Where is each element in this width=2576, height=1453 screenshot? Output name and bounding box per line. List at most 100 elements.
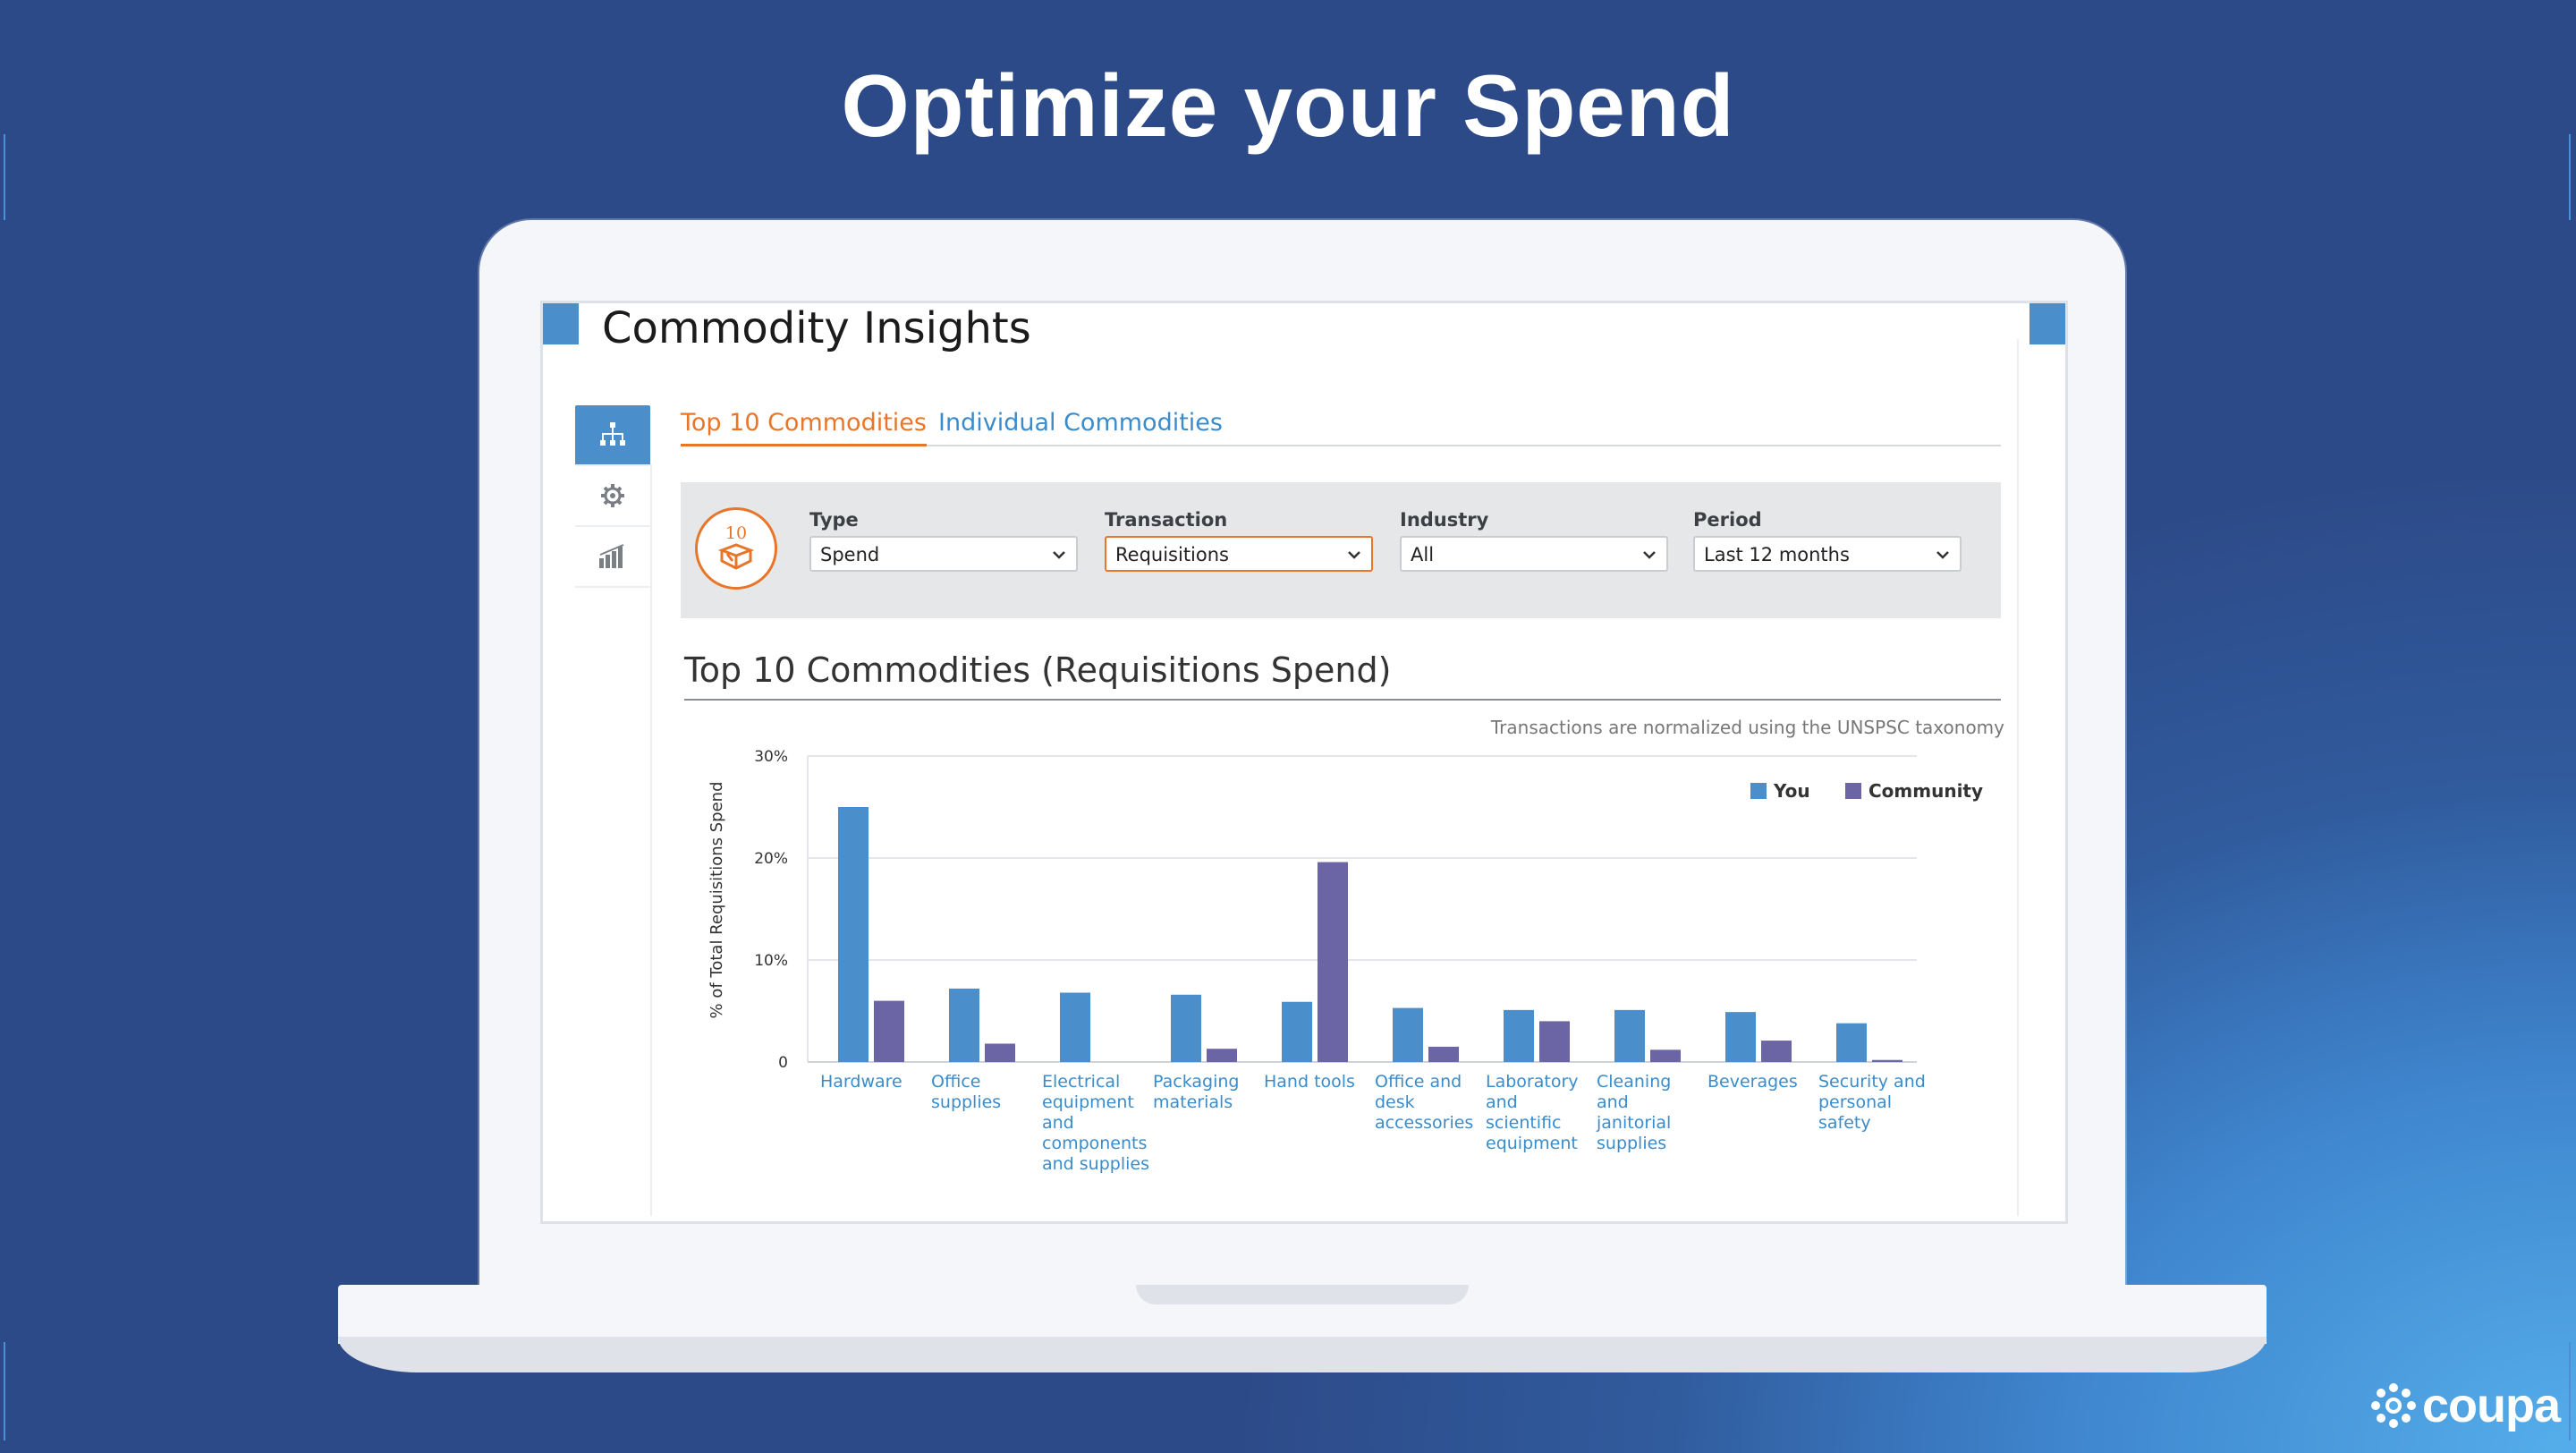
side-divider bbox=[650, 464, 652, 1216]
industry-value: All bbox=[1411, 544, 1435, 565]
x-tick-label: and bbox=[1597, 1092, 1629, 1112]
x-tick-label: Beverages bbox=[1707, 1072, 1798, 1092]
x-tick-label: supplies bbox=[1597, 1134, 1666, 1153]
bar-you bbox=[949, 988, 979, 1062]
slide-title: Optimize your Spend bbox=[841, 56, 1735, 155]
x-tick-label: supplies bbox=[931, 1092, 1001, 1112]
y-tick-label: 30% bbox=[754, 748, 788, 766]
gear-icon bbox=[601, 484, 624, 507]
tab-top-10-commodities[interactable]: Top 10 Commodities bbox=[681, 409, 927, 446]
period-value: Last 12 months bbox=[1704, 544, 1850, 565]
taxonomy-note: Transactions are normalized using the UN… bbox=[1490, 717, 2004, 738]
period-select[interactable]: Last 12 months bbox=[1693, 536, 1962, 572]
tab-individual-commodities[interactable]: Individual Commodities bbox=[938, 409, 1223, 437]
coupa-wordmark: coupa bbox=[2422, 1379, 2561, 1432]
bar-you bbox=[1393, 1007, 1423, 1062]
bar-you bbox=[1725, 1012, 1756, 1062]
transaction-label: Transaction bbox=[1105, 509, 1228, 531]
bar-you bbox=[1614, 1009, 1645, 1062]
x-tick-label: Hardware bbox=[820, 1072, 902, 1092]
chevron-down-icon bbox=[1053, 551, 1065, 559]
laptop-base-shadow bbox=[338, 1337, 2267, 1372]
x-tick-label: janitorial bbox=[1596, 1113, 1671, 1133]
analytics-nav-button[interactable] bbox=[575, 527, 650, 588]
bar-community bbox=[1207, 1049, 1237, 1062]
commodities-bar-chart: 0 10% 20% 30% % of Total Requisitions Spend H… bbox=[708, 748, 1983, 1174]
chevron-down-icon bbox=[1348, 551, 1360, 559]
x-tick-label: Electrical bbox=[1042, 1072, 1120, 1092]
y-tick-label: 20% bbox=[754, 850, 788, 868]
hierarchy-icon bbox=[600, 422, 625, 446]
hierarchy-nav-button[interactable] bbox=[575, 405, 650, 466]
transaction-select[interactable]: Requisitions bbox=[1105, 536, 1373, 572]
x-tick-label: personal bbox=[1818, 1092, 1892, 1112]
boxes-icon bbox=[717, 543, 755, 570]
tab-bar: Top 10 Commodities Individual Commoditie… bbox=[681, 402, 2001, 446]
settings-nav-button[interactable] bbox=[575, 466, 650, 527]
x-tick-label: Office bbox=[931, 1072, 980, 1092]
x-tick-label: and supplies bbox=[1042, 1154, 1149, 1174]
bar-you bbox=[1504, 1009, 1534, 1062]
x-tick-label: Security and bbox=[1818, 1072, 1926, 1092]
x-tick-label: Laboratory bbox=[1486, 1072, 1579, 1092]
badge-number: 10 bbox=[724, 523, 748, 543]
bar-community bbox=[1539, 1021, 1570, 1062]
x-tick-label: and bbox=[1486, 1092, 1518, 1112]
edge-line-right-bottom bbox=[2569, 1342, 2571, 1440]
coupa-star-icon bbox=[2371, 1383, 2416, 1428]
laptop-notch bbox=[1136, 1285, 1469, 1304]
industry-label: Industry bbox=[1400, 509, 1489, 531]
bar-community bbox=[1318, 862, 1348, 1062]
chart-title-rule bbox=[684, 699, 2001, 701]
x-tick-label: Office and bbox=[1375, 1072, 1462, 1092]
legend-swatch-you bbox=[1750, 783, 1767, 799]
edge-line-left-bottom bbox=[4, 1342, 5, 1440]
bar-you bbox=[1836, 1023, 1867, 1062]
y-tick-label: 10% bbox=[754, 952, 788, 970]
x-tick-label: materials bbox=[1153, 1092, 1233, 1112]
chevron-down-icon bbox=[1643, 551, 1656, 559]
type-label: Type bbox=[809, 509, 859, 531]
legend-swatch-community bbox=[1845, 783, 1861, 799]
chevron-down-icon bbox=[1936, 551, 1949, 559]
legend-label-community: Community bbox=[1868, 780, 1983, 802]
edge-line-left bbox=[4, 134, 5, 220]
x-tick-label: and bbox=[1042, 1113, 1074, 1133]
type-value: Spend bbox=[820, 544, 880, 565]
bar-chart-icon bbox=[599, 544, 624, 568]
x-tick-label: accessories bbox=[1375, 1113, 1473, 1133]
side-nav bbox=[575, 405, 650, 588]
coupa-logo: coupa bbox=[2368, 1378, 2561, 1433]
app-screen: Commodity Insights bbox=[540, 301, 2068, 1224]
bar-community bbox=[1872, 1059, 1902, 1062]
edge-line-right bbox=[2569, 134, 2571, 220]
filter-bar: 10 Type Spend Transaction Requisitions bbox=[681, 482, 2001, 618]
transaction-filter: Transaction Requisitions bbox=[1105, 509, 1373, 572]
transaction-value: Requisitions bbox=[1115, 544, 1229, 565]
bar-community bbox=[1761, 1041, 1792, 1062]
bar-community bbox=[1428, 1046, 1459, 1062]
bar-you bbox=[1060, 992, 1090, 1062]
x-tick-label: Packaging bbox=[1153, 1072, 1239, 1092]
page-title: Commodity Insights bbox=[602, 303, 1031, 353]
type-filter: Type Spend bbox=[809, 509, 1078, 572]
x-tick-label: equipment bbox=[1042, 1092, 1134, 1112]
industry-select[interactable]: All bbox=[1400, 536, 1668, 572]
right-divider bbox=[2017, 339, 2019, 1216]
industry-filter: Industry All bbox=[1400, 509, 1668, 572]
bar-community bbox=[1650, 1049, 1681, 1062]
bar-community bbox=[874, 1000, 904, 1062]
chart-title: Top 10 Commodities (Requisitions Spend) bbox=[684, 650, 1392, 690]
period-label: Period bbox=[1693, 509, 1762, 531]
y-tick-label: 0 bbox=[778, 1054, 788, 1072]
period-filter: Period Last 12 months bbox=[1693, 509, 1962, 572]
bar-community bbox=[985, 1043, 1015, 1062]
x-tick-label: equipment bbox=[1486, 1134, 1578, 1153]
y-axis-title: % of Total Requisitions Spend bbox=[708, 782, 726, 1019]
x-tick-label: Cleaning bbox=[1597, 1072, 1671, 1092]
top-10-badge: 10 bbox=[695, 507, 777, 590]
bar-you bbox=[1282, 1001, 1312, 1062]
legend-label-you: You bbox=[1773, 780, 1810, 802]
type-select[interactable]: Spend bbox=[809, 536, 1078, 572]
x-tick-label: desk bbox=[1375, 1092, 1415, 1112]
